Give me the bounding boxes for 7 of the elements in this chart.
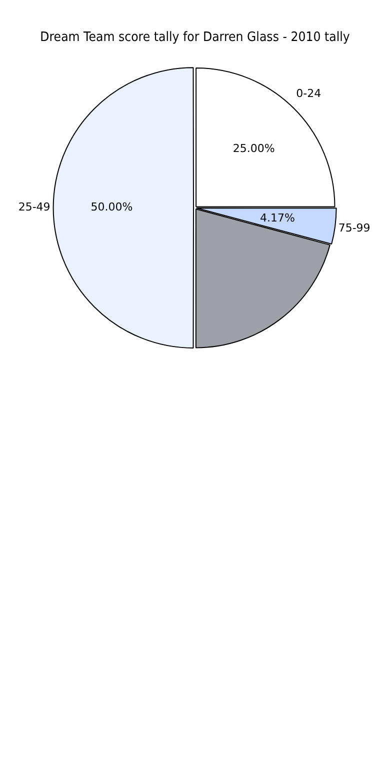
slice-label: 25-49 [18,200,50,214]
chart-title: Dream Team score tally for Darren Glass - 2010 tally [40,28,350,44]
data-label: 50.00% [90,200,133,214]
data-label: 25.00% [232,142,275,155]
slice-label: 0-24 [296,87,322,100]
data-label: 4.17% [260,212,295,225]
slice-label: 75-99 [338,222,370,235]
